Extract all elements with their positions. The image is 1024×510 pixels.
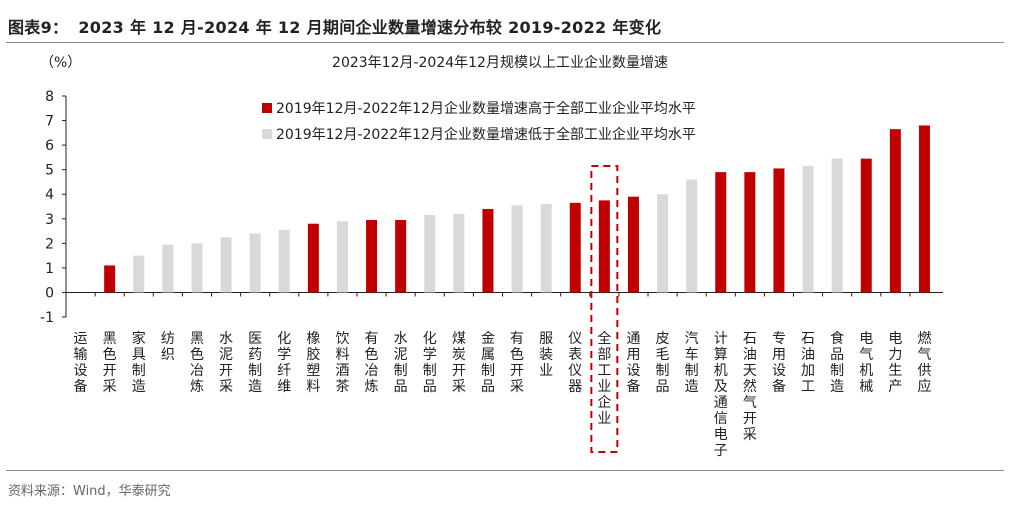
y-tick-label: 4	[45, 187, 54, 203]
bar	[860, 158, 872, 293]
legend-label: 2019年12月-2022年12月企业数量增速高于全部工业企业平均水平	[276, 100, 696, 117]
x-tick-label: 家具制造	[132, 330, 146, 395]
bar	[744, 172, 756, 293]
bar	[889, 129, 901, 293]
x-tick-label: 电力生产	[888, 331, 902, 395]
x-tick-label: 专用设备	[772, 331, 786, 395]
chart-title: 2023年12月-2024年12月规模以上工业企业数量增速	[332, 54, 668, 71]
x-tick-label: 服装业	[539, 331, 553, 379]
x-tick-label: 通用设备	[626, 331, 640, 395]
bar-chart: 2023年12月-2024年12月规模以上工业企业数量增速 （%） -1 0 1 2 3 4 5…	[40, 54, 943, 459]
x-tick-label: 水泥制品	[394, 331, 408, 395]
figure-label: 图表9：	[8, 18, 69, 37]
top-rule	[6, 42, 1004, 43]
x-tick-label: 汽车制造	[685, 331, 699, 395]
bar	[191, 243, 203, 293]
y-tick-label: 5	[45, 163, 54, 179]
bar	[918, 125, 930, 293]
x-tick-label: 金属制品	[481, 331, 495, 395]
bar	[395, 220, 407, 293]
bar	[424, 215, 436, 293]
bar	[453, 213, 465, 293]
bar	[627, 196, 639, 293]
legend-swatch	[262, 103, 272, 113]
bar	[482, 208, 494, 293]
bar	[133, 255, 145, 293]
x-tick-label: 饮料酒茶	[335, 331, 349, 395]
x-tick-label: 电气机械	[859, 331, 873, 395]
y-tick-label: -1	[40, 310, 54, 326]
y-tick-label: 1	[45, 261, 54, 277]
x-tick-label: 化学制品	[423, 331, 437, 395]
bar	[657, 194, 669, 293]
x-tick-label: 水泥开采	[219, 331, 233, 395]
x-tick-label: 有色开采	[510, 331, 524, 395]
bar	[220, 237, 232, 293]
bar	[831, 158, 843, 293]
x-tick-label: 纺织	[161, 331, 175, 363]
bar	[598, 200, 610, 293]
bar	[336, 221, 348, 293]
figure-header: 图表9： 2023 年 12 月-2024 年 12 月期间企业数量增速分布较 2…	[8, 14, 671, 38]
bar	[278, 229, 290, 293]
bar	[104, 265, 116, 293]
y-tick-label: 8	[45, 89, 54, 105]
x-tick-label: 全部工业企业	[597, 330, 611, 427]
x-tick-label: 化学纤维	[277, 331, 291, 395]
figure-title: 2023 年 12 月-2024 年 12 月期间企业数量增速分布较 2019-…	[78, 18, 662, 37]
legend-label: 2019年12月-2022年12月企业数量增速低于全部工业企业平均水平	[276, 126, 696, 143]
bar	[307, 223, 319, 293]
x-tick-label: 石油天然气开采	[743, 331, 757, 443]
highlight-box	[590, 165, 619, 453]
bar	[773, 168, 785, 293]
y-tick-label: 2	[45, 236, 54, 252]
y-tick-label: 6	[45, 138, 54, 154]
y-tick-label: 3	[45, 212, 54, 228]
x-tick-label: 仪表仪器	[568, 331, 582, 395]
x-tick-label: 黑色开采	[103, 331, 117, 395]
x-tick-label: 黑色冶炼	[190, 331, 204, 395]
x-tick-label: 医药制造	[248, 331, 262, 395]
y-tick-label: 0	[45, 285, 54, 301]
y-tick-label: 7	[45, 114, 54, 130]
bar	[686, 179, 698, 293]
x-tick-label: 煤炭开采	[452, 331, 466, 395]
y-axis-unit-label: （%）	[40, 55, 81, 71]
bar	[162, 244, 174, 293]
bar	[569, 202, 581, 293]
x-tick-label: 有色冶炼	[365, 331, 379, 395]
x-tick-label: 运输设备	[74, 331, 88, 395]
bottom-rule	[6, 470, 1004, 471]
x-tick-label: 皮毛制品	[656, 331, 670, 395]
bar	[540, 204, 552, 293]
source-note: 资料来源：Wind，华泰研究	[8, 484, 171, 499]
bar	[366, 220, 378, 293]
x-tick-label: 橡胶塑料	[306, 331, 320, 395]
bar	[715, 172, 727, 293]
x-tick-label: 石油加工	[801, 331, 815, 395]
legend-swatch	[262, 129, 272, 139]
bar	[511, 205, 523, 293]
x-tick-label: 食品制造	[830, 330, 844, 395]
x-tick-label: 燃气供应	[917, 330, 931, 395]
bar	[249, 233, 261, 293]
x-tick-label: 计算机及通信电子	[714, 331, 728, 459]
bar	[802, 165, 814, 293]
